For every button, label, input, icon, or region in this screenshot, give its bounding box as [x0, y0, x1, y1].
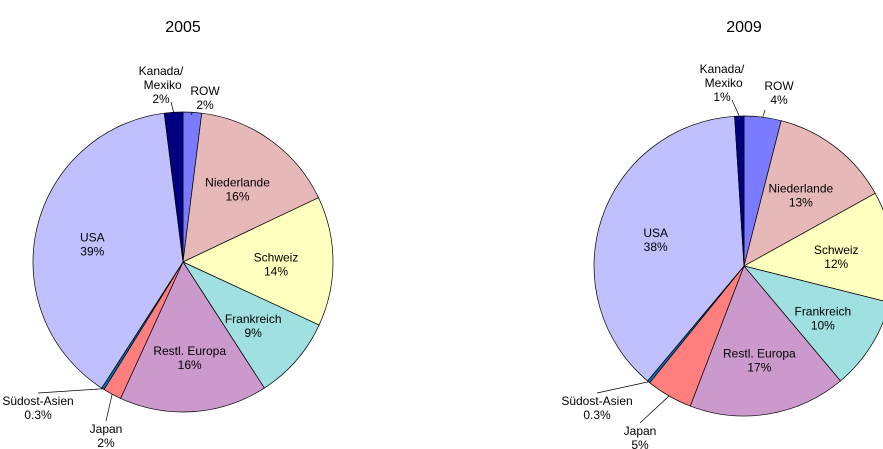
slice-label: Frankreich 9% — [225, 312, 282, 340]
slice-label: Restl. Europa 16% — [153, 344, 226, 372]
slice-value: 1% — [713, 90, 731, 104]
slice-label: ROW 2% — [190, 84, 220, 112]
slice-value: 12% — [824, 257, 848, 271]
slice-category: Schweiz — [254, 251, 299, 265]
slice-label: Restl. Europa 17% — [723, 347, 796, 375]
pie-slice — [182, 261, 320, 389]
slice-category: Mexiko — [140, 78, 182, 92]
pie-slice — [593, 115, 745, 382]
leader-line — [596, 381, 649, 394]
slice-label: Kanada/ Mexiko 1% — [700, 62, 745, 104]
slice-label: Südost-Asien 0.3% — [2, 394, 73, 422]
slice-label: Kanada/ Mexiko 2% — [139, 64, 184, 106]
slice-value: 0.3% — [583, 408, 611, 422]
pie-slice — [120, 261, 265, 413]
slice-category: ROW — [190, 84, 220, 98]
slice-value: 16% — [226, 190, 250, 204]
pie-slice — [163, 111, 184, 263]
slice-label: Japan 2% — [90, 422, 123, 449]
pie-slice — [182, 197, 334, 326]
slice-value: 10% — [811, 318, 835, 332]
pie-slice — [182, 112, 319, 263]
slice-label: Niederlande 13% — [768, 181, 833, 209]
slice-value: 38% — [644, 240, 668, 254]
slice-value: 16% — [178, 358, 202, 372]
slice-value: 4% — [770, 93, 788, 107]
pie-slice — [689, 265, 841, 417]
pie-slice — [743, 192, 883, 302]
leader-line — [731, 99, 740, 117]
slice-category: USA — [80, 230, 105, 244]
slice-label: USA 39% — [80, 230, 105, 258]
leader-line — [170, 101, 174, 113]
slice-value: 14% — [264, 265, 288, 279]
slice-category: ROW — [764, 79, 794, 93]
slice-label: ROW 4% — [764, 79, 794, 107]
slice-category: USA — [643, 226, 668, 240]
chart-title: 2009 — [726, 19, 762, 36]
slice-category: Südost-Asien — [2, 394, 73, 408]
pie-slice — [743, 265, 883, 382]
slice-category: Niederlande — [768, 181, 833, 195]
slice-label: USA 38% — [643, 226, 668, 254]
slice-category: Japan — [90, 422, 123, 436]
slice-label: Japan 5% — [624, 424, 657, 449]
slice-category: Südost-Asien — [561, 394, 632, 408]
slice-category: Frankreich — [225, 312, 282, 326]
slice-value: 0.3% — [24, 408, 52, 422]
slice-category: Mexiko — [701, 76, 743, 90]
leader-line — [639, 395, 670, 424]
slice-value: 2% — [196, 98, 214, 112]
slice-value: 2% — [97, 436, 115, 449]
slice-label: Niederlande 16% — [205, 176, 270, 204]
chart-title: 2005 — [165, 19, 201, 36]
slice-value: 5% — [631, 438, 649, 449]
slice-label: Südost-Asien 0.3% — [561, 394, 632, 422]
leader-line — [37, 388, 103, 394]
slice-category: Kanada/ — [700, 62, 745, 76]
leader-line — [762, 109, 766, 118]
slice-category: Niederlande — [205, 176, 270, 190]
leader-line — [190, 112, 193, 116]
slice-value: 13% — [789, 195, 813, 209]
slice-category: Schweiz — [814, 243, 859, 257]
slice-category: Restl. Europa — [153, 344, 226, 358]
slice-label: Frankreich 10% — [794, 304, 851, 332]
slice-value: 2% — [152, 92, 170, 106]
slice-label: Schweiz 14% — [254, 251, 299, 279]
pie-slice — [32, 112, 184, 389]
slice-value: 17% — [747, 361, 771, 375]
slice-category: Kanada/ — [139, 64, 184, 78]
slice-value: 39% — [80, 244, 104, 258]
slice-category: Japan — [624, 424, 657, 438]
slice-label: Schweiz 12% — [814, 243, 859, 271]
leader-line — [105, 394, 113, 422]
slice-category: Frankreich — [794, 304, 851, 318]
pie-slice — [743, 120, 876, 267]
slice-value: 9% — [245, 326, 263, 340]
slice-category: Restl. Europa — [723, 347, 796, 361]
